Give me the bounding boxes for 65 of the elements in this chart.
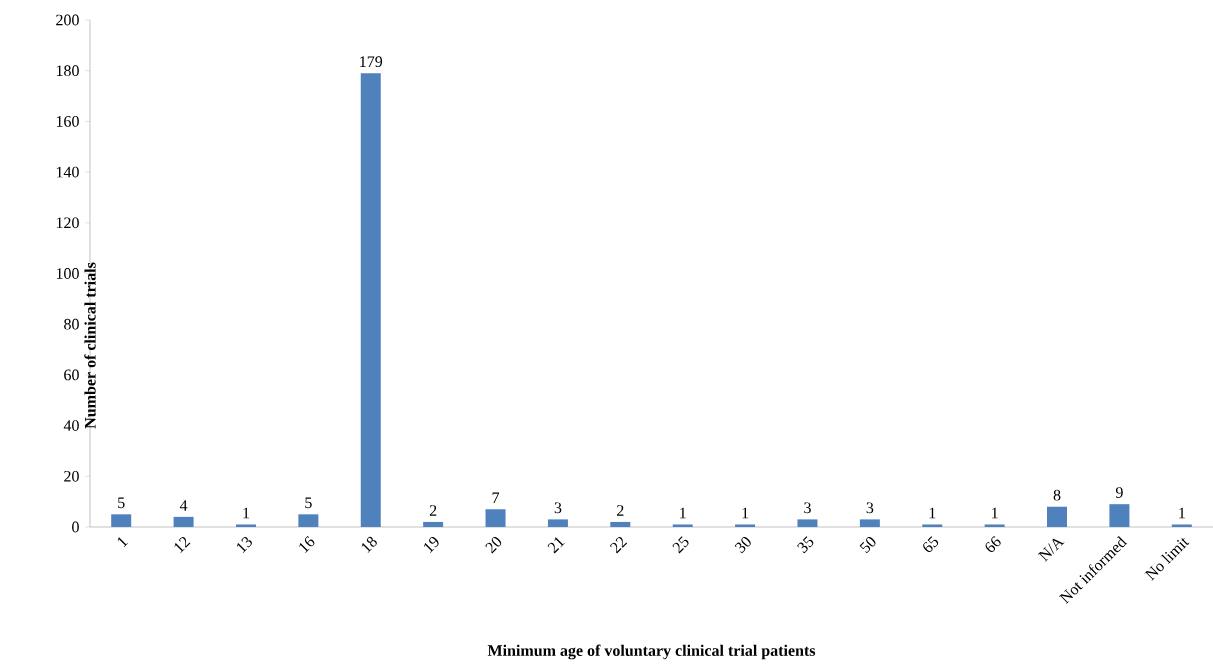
data-label: 9	[1115, 487, 1123, 498]
data-label: 1	[742, 507, 749, 519]
bar	[922, 524, 943, 527]
bar	[423, 521, 444, 527]
x-tick-label: 25	[672, 536, 689, 554]
data-label: 2	[429, 505, 437, 516]
bar	[984, 524, 1005, 527]
y-axis-title: Number of clinical trials	[84, 262, 96, 429]
x-tick-label: 50	[859, 537, 876, 554]
x-tick-label: 16	[299, 536, 315, 553]
data-label: 5	[305, 497, 312, 509]
x-tick-label: 19	[424, 537, 439, 553]
x-tick-label: 12	[174, 536, 191, 553]
x-tick-label: 66	[985, 536, 1001, 552]
bar	[1047, 506, 1068, 527]
y-tick-label: 60	[64, 369, 79, 381]
y-tick-label: 200	[56, 14, 79, 26]
data-label: 2	[617, 505, 624, 516]
x-tick-label: N/A	[1037, 538, 1065, 562]
x-tick-label: 35	[797, 536, 814, 554]
data-label: 8	[1053, 489, 1061, 501]
bar	[735, 524, 756, 527]
data-label: 7	[492, 492, 500, 504]
y-tick-label: 0	[72, 521, 79, 533]
data-label: 3	[866, 502, 874, 514]
x-tick-label: 20	[485, 537, 502, 554]
y-tick-label: 80	[64, 318, 79, 330]
bar	[485, 509, 506, 527]
y-tick-label: 100	[56, 268, 79, 279]
bar	[111, 514, 132, 527]
data-label: 3	[804, 502, 811, 514]
data-label: 4	[179, 500, 188, 511]
data-label: 1	[929, 507, 936, 519]
data-label: 1	[680, 507, 686, 519]
bar	[1171, 524, 1192, 527]
data-label: 1	[1179, 507, 1185, 519]
y-tick-label: 120	[56, 217, 79, 229]
y-tick-label: 40	[63, 420, 79, 431]
y-tick-label: 180	[56, 65, 79, 77]
x-tick-label: 13	[236, 536, 252, 553]
bar	[797, 519, 818, 527]
x-tick-label: 22	[609, 536, 628, 554]
y-tick-label: 140	[56, 166, 79, 178]
data-label: 179	[360, 56, 383, 68]
bar	[672, 524, 693, 527]
bar	[859, 519, 880, 527]
x-tick-label: 1	[117, 537, 128, 548]
bar	[173, 516, 194, 527]
data-label: 5	[118, 497, 125, 509]
x-axis-title: Minimum age of voluntary clinical trial patients	[487, 644, 816, 660]
bar	[298, 514, 319, 527]
bar	[235, 524, 256, 527]
data-label: 1	[992, 507, 998, 519]
data-label: 1	[243, 507, 250, 519]
x-tick-label: 21	[547, 537, 565, 554]
y-tick-label: 20	[64, 470, 79, 482]
y-tick-label: 160	[56, 116, 79, 127]
x-tick-label: 65	[923, 536, 939, 552]
bar	[1109, 504, 1130, 527]
x-tick-label: 30	[734, 537, 751, 554]
x-tick-label: 18	[361, 536, 377, 553]
bar	[360, 73, 381, 527]
data-label: 3	[554, 502, 562, 514]
bar	[610, 521, 631, 527]
bar	[547, 519, 568, 527]
